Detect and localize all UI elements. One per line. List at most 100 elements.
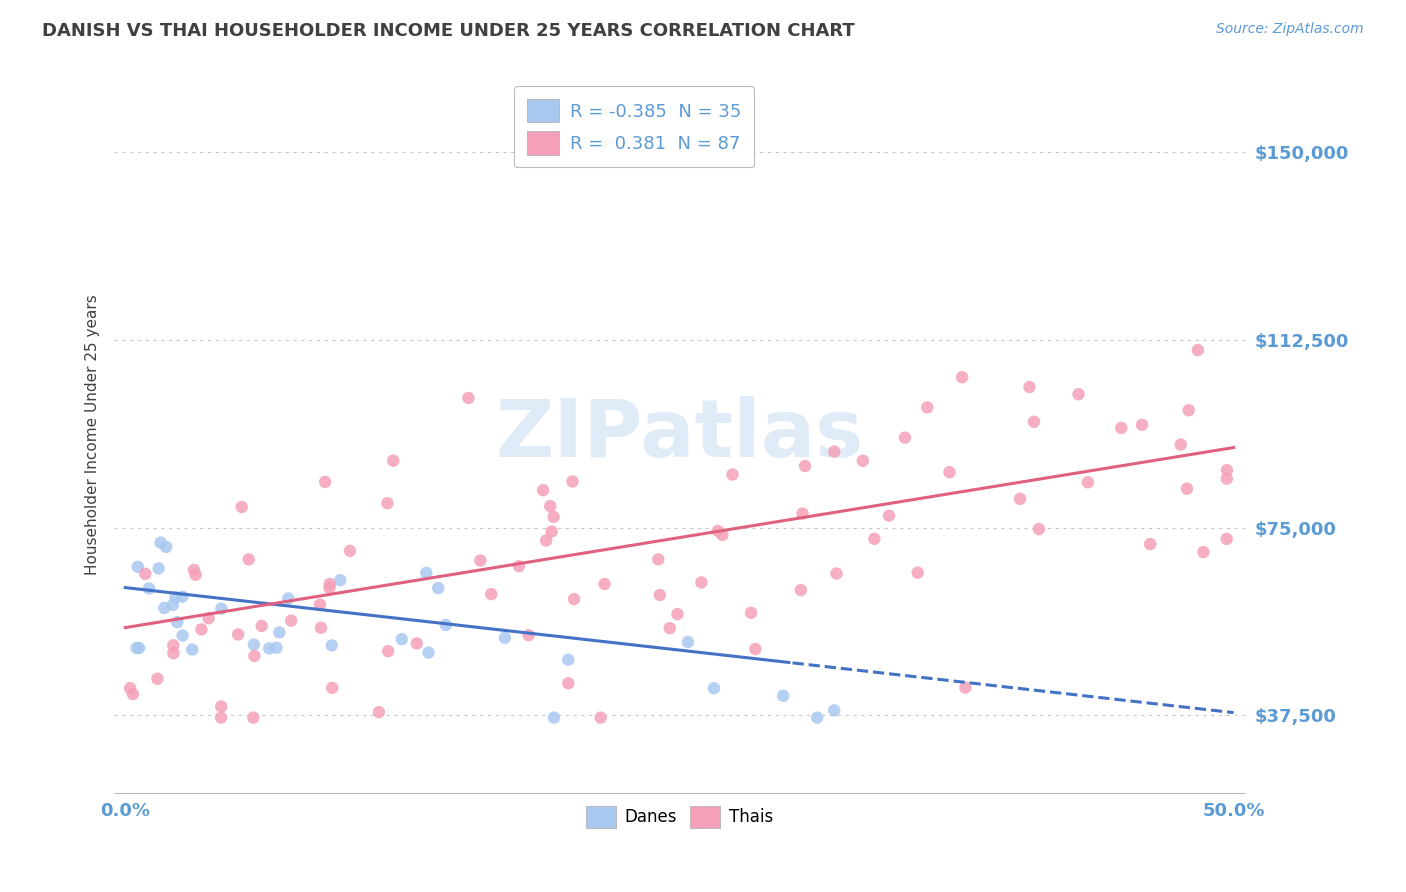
Point — [309, 621, 332, 635]
Point — [166, 615, 188, 630]
Point — [266, 640, 288, 655]
Text: ZIPatlas: ZIPatlas — [495, 396, 863, 474]
Point — [184, 567, 207, 582]
Point — [122, 687, 145, 701]
Point — [183, 563, 205, 577]
Point — [721, 467, 744, 482]
Point — [658, 621, 681, 635]
Point — [318, 581, 340, 595]
Point — [589, 711, 612, 725]
Point — [134, 566, 156, 581]
Point — [197, 611, 219, 625]
Point — [1022, 415, 1045, 429]
Point — [418, 646, 440, 660]
Point — [162, 646, 184, 660]
Point — [707, 524, 730, 538]
Legend: Danes, Thais: Danes, Thais — [579, 799, 779, 834]
Point — [405, 636, 427, 650]
Point — [146, 672, 169, 686]
Text: Source: ZipAtlas.com: Source: ZipAtlas.com — [1216, 22, 1364, 37]
Point — [703, 681, 725, 696]
Point — [790, 582, 813, 597]
Point — [543, 711, 565, 725]
Point — [238, 552, 260, 566]
Y-axis label: Householder Income Under 25 years: Householder Income Under 25 years — [86, 294, 100, 575]
Point — [561, 475, 583, 489]
Point — [125, 640, 148, 655]
Point — [162, 638, 184, 652]
Point — [562, 592, 585, 607]
Text: DANISH VS THAI HOUSEHOLDER INCOME UNDER 25 YEARS CORRELATION CHART: DANISH VS THAI HOUSEHOLDER INCOME UNDER … — [42, 22, 855, 40]
Point — [231, 500, 253, 514]
Point — [1216, 463, 1239, 477]
Point — [907, 566, 929, 580]
Point — [277, 591, 299, 606]
Point — [339, 544, 361, 558]
Point — [259, 641, 281, 656]
Point — [740, 606, 762, 620]
Point — [470, 553, 492, 567]
Point — [823, 444, 845, 458]
Point — [242, 711, 264, 725]
Point — [863, 532, 886, 546]
Point — [127, 559, 149, 574]
Point — [517, 628, 540, 642]
Point — [772, 689, 794, 703]
Point — [1175, 482, 1198, 496]
Point — [823, 703, 845, 717]
Point — [531, 483, 554, 498]
Point — [382, 453, 405, 467]
Point — [494, 631, 516, 645]
Point — [321, 639, 343, 653]
Point — [243, 638, 266, 652]
Point — [209, 601, 232, 615]
Point — [666, 607, 689, 621]
Point — [457, 391, 479, 405]
Point — [938, 465, 960, 479]
Point — [711, 528, 734, 542]
Point — [877, 508, 900, 523]
Point — [1028, 522, 1050, 536]
Point — [557, 653, 579, 667]
Point — [269, 625, 291, 640]
Point — [479, 587, 502, 601]
Point — [538, 499, 561, 513]
Point — [1077, 475, 1099, 490]
Point — [434, 618, 457, 632]
Point — [172, 590, 194, 604]
Point — [1067, 387, 1090, 401]
Point — [744, 642, 766, 657]
Point — [329, 573, 352, 587]
Point — [153, 601, 176, 615]
Point — [792, 507, 814, 521]
Point — [138, 582, 160, 596]
Point — [543, 510, 565, 524]
Point — [319, 577, 342, 591]
Point — [128, 640, 150, 655]
Point — [155, 540, 177, 554]
Point — [309, 598, 332, 612]
Point — [1192, 545, 1215, 559]
Point — [794, 458, 817, 473]
Point — [250, 619, 273, 633]
Point — [825, 566, 848, 581]
Point — [648, 588, 671, 602]
Point — [377, 644, 399, 658]
Point — [1130, 417, 1153, 432]
Point — [243, 648, 266, 663]
Point — [162, 598, 184, 612]
Point — [172, 628, 194, 642]
Point — [209, 699, 232, 714]
Point — [1018, 380, 1040, 394]
Point — [1008, 491, 1031, 506]
Point — [321, 681, 343, 695]
Point — [190, 623, 212, 637]
Point — [149, 535, 172, 549]
Point — [226, 627, 249, 641]
Point — [1215, 532, 1237, 546]
Point — [690, 575, 713, 590]
Point — [540, 524, 562, 539]
Point — [1139, 537, 1161, 551]
Point — [508, 559, 530, 574]
Point — [806, 711, 828, 725]
